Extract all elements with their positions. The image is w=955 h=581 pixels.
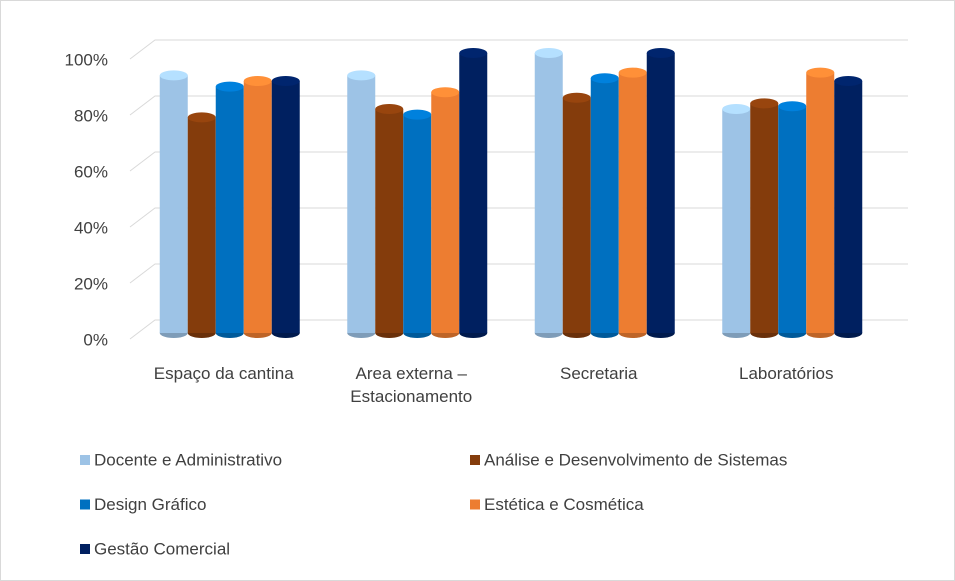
- legend-label: Análise e Desenvolvimento de Sistemas: [484, 450, 787, 469]
- bar: [534, 53, 563, 333]
- bar-top: [646, 48, 675, 58]
- legend-label: Gestão Comercial: [94, 539, 230, 558]
- bar: [750, 103, 779, 334]
- y-tick-label: 20%: [74, 274, 108, 293]
- bar: [215, 86, 244, 333]
- bar: [590, 78, 619, 333]
- bar-top: [562, 92, 591, 103]
- bar-top: [778, 101, 807, 112]
- y-tick-label: 100%: [65, 50, 108, 69]
- bar: [243, 81, 272, 333]
- bar: [646, 53, 675, 333]
- bar: [806, 72, 835, 333]
- bar: [722, 109, 751, 333]
- x-tick-label: Laboratórios: [738, 364, 834, 383]
- x-tick-label: Secretaria: [560, 364, 638, 383]
- x-tick-label: Area externa – Estacionamento: [350, 364, 473, 406]
- bar-top: [618, 67, 647, 78]
- bar-top: [534, 48, 563, 58]
- y-tick-label: 0%: [83, 330, 108, 349]
- legend-swatch: [80, 499, 90, 510]
- bar-top: [722, 104, 751, 114]
- y-tick-label: 60%: [74, 162, 108, 181]
- bar-top: [403, 109, 432, 120]
- bar: [618, 72, 647, 333]
- bar-top: [431, 87, 460, 98]
- bar: [778, 106, 807, 333]
- legend-swatch: [470, 455, 480, 465]
- bar-top: [271, 76, 300, 86]
- legend-label: Design Gráfico: [94, 495, 206, 514]
- legend-label: Estética e Cosmética: [484, 495, 644, 514]
- legend-swatch: [80, 544, 90, 554]
- bar: [403, 114, 432, 333]
- bar-top: [159, 70, 188, 81]
- x-tick-label: Espaço da cantina: [153, 364, 294, 383]
- legend-swatch: [80, 455, 90, 465]
- bar-top: [834, 76, 863, 86]
- bar: [562, 97, 591, 333]
- y-tick-label: 40%: [74, 218, 108, 237]
- bar: [159, 75, 188, 334]
- legend-swatch: [470, 499, 480, 510]
- bar-top: [750, 98, 779, 109]
- bar-top: [215, 81, 244, 92]
- bar-top: [459, 48, 488, 58]
- grid-line: [129, 39, 908, 60]
- bar: [187, 117, 216, 334]
- bar-top: [375, 104, 404, 114]
- bar-top: [347, 70, 376, 81]
- bar-top: [243, 76, 272, 86]
- bar-top: [806, 67, 835, 78]
- y-tick-label: 80%: [74, 106, 108, 125]
- bar: [834, 81, 863, 333]
- bar: [347, 75, 376, 334]
- bar: [431, 92, 460, 333]
- bar: [271, 81, 300, 333]
- bar-top: [590, 73, 619, 84]
- bar: [459, 53, 488, 333]
- bar-top: [187, 112, 216, 123]
- bar: [375, 109, 404, 333]
- legend-label: Docente e Administrativo: [94, 450, 282, 469]
